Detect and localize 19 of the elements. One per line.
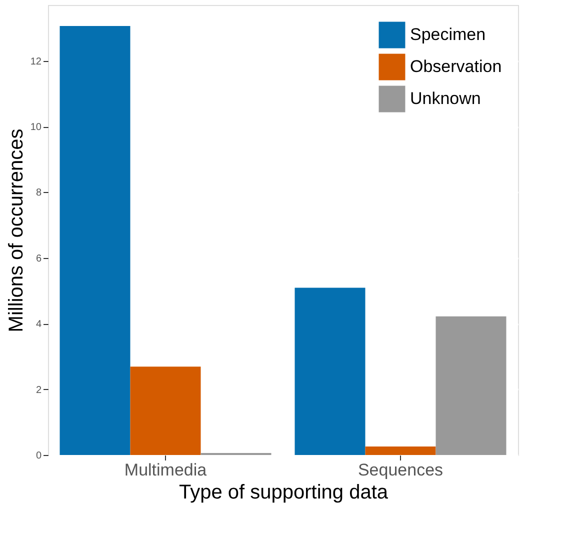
bar <box>130 366 201 455</box>
y-tick-label: 10 <box>30 122 42 134</box>
y-tick-label: 0 <box>36 450 42 462</box>
legend-label: Observation <box>410 57 502 76</box>
legend-label: Unknown <box>410 89 481 108</box>
y-tick-label: 4 <box>36 319 42 330</box>
bar <box>60 26 130 455</box>
x-axis-title: Type of supporting data <box>178 482 389 504</box>
bar <box>436 316 506 455</box>
y-tick-label: 6 <box>36 253 42 264</box>
y-tick-label: 12 <box>30 56 42 68</box>
x-tick-label: Multimedia <box>124 460 208 480</box>
x-tick-label: Sequences <box>358 460 444 480</box>
y-tick-label: 2 <box>36 384 42 396</box>
bar <box>294 288 366 455</box>
bar <box>365 446 436 455</box>
legend-label: Specimen <box>410 25 486 44</box>
y-tick-label: 8 <box>36 188 42 199</box>
y-axis-title: Millions of occurrences <box>5 128 28 332</box>
